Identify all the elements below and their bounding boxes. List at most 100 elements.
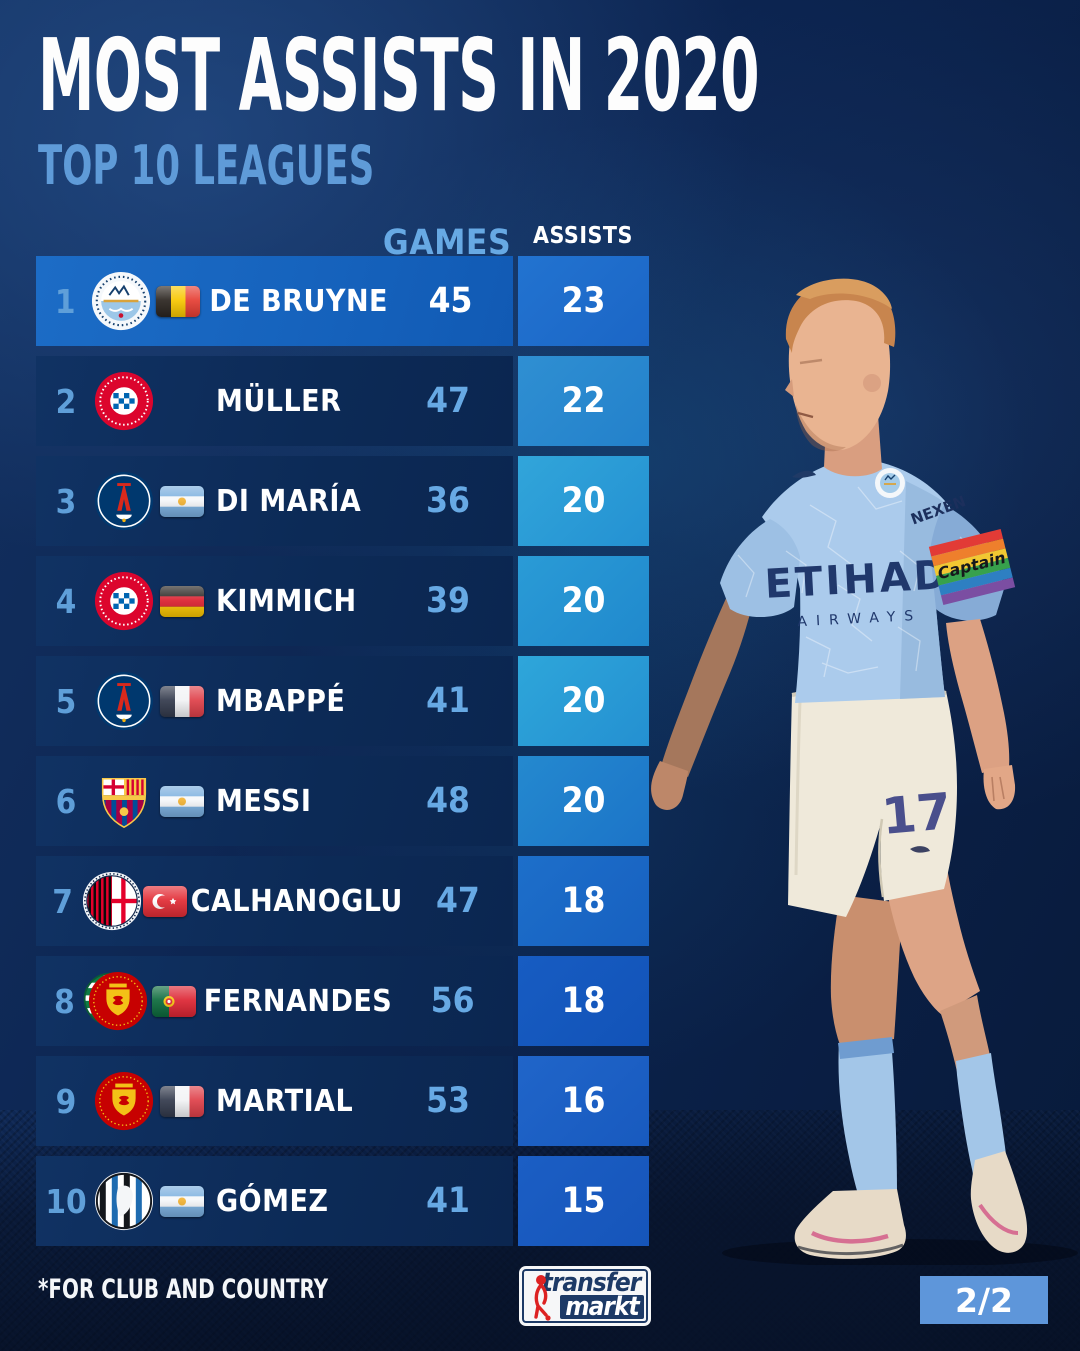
table-rows: 1 DE BRUYNE 45 23 2 MÜLLER 47 22 3 DI MARÍA 36 2… (36, 256, 652, 1246)
flag-turkey-icon (143, 856, 190, 946)
assists-value: 22 (561, 381, 606, 421)
mancity-crest-icon (875, 468, 905, 498)
captain-armband: Captain (928, 528, 1016, 606)
hair (785, 281, 896, 353)
shorts-number: 17 (879, 782, 953, 846)
games-value: 56 (430, 981, 475, 1021)
crest-manchester-united-icon (87, 970, 149, 1032)
games-value: 47 (426, 381, 470, 421)
assists-cell: 16 (518, 1056, 649, 1146)
row-main: 8 FERNANDES 56 (36, 956, 513, 1046)
rank-number: 6 (55, 781, 77, 821)
page-title: MOST ASSISTS IN 2020 (38, 17, 760, 134)
jersey-crackle-pattern (737, 486, 979, 678)
assists-cell: 20 (518, 456, 649, 546)
rank-number: 9 (55, 1081, 77, 1121)
club-crest (88, 556, 160, 646)
club-crest (88, 356, 160, 446)
rank-number: 5 (55, 681, 77, 721)
rank-number: 7 (52, 881, 73, 921)
table-row: 9 MARTIAL 53 16 (36, 1056, 652, 1146)
assists-value: 20 (561, 481, 606, 521)
player-name: MARTIAL (216, 1083, 354, 1119)
table-row: 4 KIMMICH 39 20 (36, 556, 652, 646)
table-row: 2 MÜLLER 47 22 (36, 356, 652, 446)
assists-value: 20 (561, 581, 606, 621)
games-value: 45 (428, 281, 473, 321)
player-name: DI MARÍA (216, 483, 362, 519)
footer-note: *FOR CLUB AND COUNTRY (38, 1274, 329, 1305)
games-value: 47 (436, 881, 480, 921)
page-number-badge: 2/2 (920, 1276, 1048, 1324)
player-name: MBAPPÉ (216, 683, 346, 719)
assists-cell: 15 (518, 1156, 649, 1246)
crest-manchester-city-icon (90, 270, 152, 332)
games-value: 53 (426, 1081, 470, 1121)
crest-bayern-munich-icon (93, 570, 155, 632)
games-value: 41 (426, 681, 470, 721)
table-row: 6 MESSI 48 20 (36, 756, 652, 846)
assists-value: 20 (561, 781, 606, 821)
assists-value: 20 (561, 681, 606, 721)
table-row: 8 FERNANDES 56 18 (36, 956, 652, 1046)
player-name: GÓMEZ (216, 1183, 329, 1219)
puma-logo-icon (792, 470, 816, 478)
flag-argentina-icon (160, 1156, 216, 1246)
flag-portugal-icon (151, 956, 204, 1046)
club-crest (81, 856, 143, 946)
transfermarkt-logo: transfer markt (519, 1266, 651, 1326)
crest-ac-milan-icon (81, 870, 143, 932)
assists-cell: 18 (518, 956, 649, 1046)
row-main: 3 DI MARÍA 36 (36, 456, 513, 546)
transfermarkt-logo-bottom-text: markt (560, 1294, 644, 1320)
crest-psg-icon (93, 670, 155, 732)
rank-number: 4 (55, 581, 77, 621)
row-main: 4 KIMMICH 39 (36, 556, 513, 646)
flag-argentina-icon (160, 456, 216, 546)
player-name: CALHANOGLU (190, 883, 403, 919)
rank-number: 3 (55, 481, 77, 521)
assists-cell: 23 (518, 256, 649, 346)
rank-number: 1 (54, 281, 76, 321)
player-photo: 17 ETIHAD A (651, 278, 1078, 1265)
rank-number: 10 (45, 1181, 87, 1221)
games-value: 48 (426, 781, 470, 821)
player-name: DE BRUYNE (209, 283, 388, 319)
column-header-assists: ASSISTS (533, 223, 633, 249)
transfermarkt-figure-icon (534, 1275, 551, 1321)
assists-value: 16 (561, 1081, 606, 1121)
page-subtitle: TOP 10 LEAGUES (38, 134, 375, 197)
club-crest (88, 1156, 160, 1246)
assists-cell: 20 (518, 656, 649, 746)
club-crest (88, 456, 160, 546)
player-name: MESSI (216, 783, 312, 819)
club-crest (88, 656, 160, 746)
assists-cell: 20 (518, 756, 649, 846)
jersey-sponsor-sub-text: AIRWAYS (797, 608, 923, 631)
table-row: 7 CALHANOGLU 47 18 (36, 856, 652, 946)
row-main: 1 DE BRUYNE 45 (36, 256, 513, 346)
player-name: KIMMICH (216, 583, 357, 619)
games-value: 41 (426, 1181, 470, 1221)
jersey-sponsor-text: ETIHAD (764, 552, 951, 608)
crest-psg-icon (93, 470, 155, 532)
flag-placeholder (160, 356, 216, 446)
table-row: 10 GÓMEZ 41 15 (36, 1156, 652, 1246)
table-row: 1 DE BRUYNE 45 23 (36, 256, 652, 346)
club-crest (83, 956, 152, 1046)
assists-cell: 22 (518, 356, 649, 446)
assists-value: 18 (561, 981, 606, 1021)
crest-barcelona-icon (93, 770, 155, 832)
row-main: 5 MBAPPÉ 41 (36, 656, 513, 746)
player-name: FERNANDES (203, 983, 393, 1019)
rank-number: 2 (55, 381, 77, 421)
table-row: 3 DI MARÍA 36 20 (36, 456, 652, 546)
club-crest (88, 1056, 160, 1146)
flag-argentina-icon (160, 756, 216, 846)
games-value: 39 (426, 581, 470, 621)
club-crest (88, 756, 160, 846)
assists-value: 18 (561, 881, 606, 921)
player-name: MÜLLER (216, 383, 342, 419)
flag-germany-icon (160, 556, 216, 646)
